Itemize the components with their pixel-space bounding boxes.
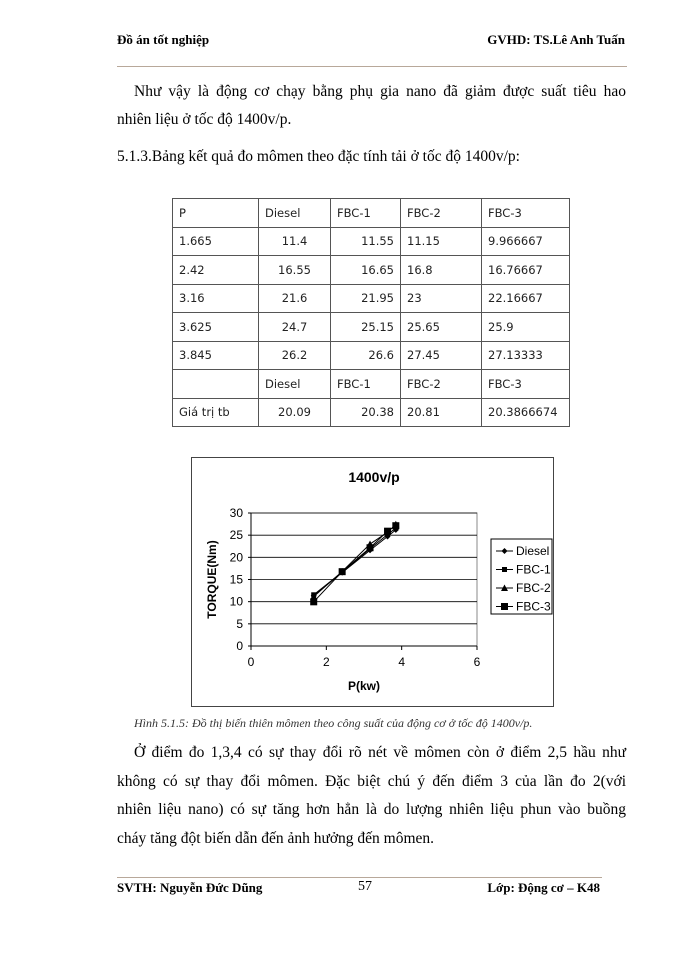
table-cell: P [172,198,259,228]
footer-right: Lớp: Động cơ – K48 [487,880,600,895]
table-cell: 25.9 [481,312,570,342]
intro-line-2: nhiên liệu ở tốc độ 1400v/p. [117,111,292,128]
body-line-3: nhiên liệu nano) có sự tăng hơn hẳn là d… [117,801,626,818]
table-cell: FBC-1 [330,369,401,399]
table-cell: 16.55 [258,255,331,285]
data-point-fbc-3 [392,522,400,530]
table-cell: 20.81 [400,397,482,427]
table-row: 3.625 24.7 25.15 25.65 25.9 [172,312,570,342]
table-cell: 3.16 [172,283,259,313]
table-cell: 16.8 [400,255,482,285]
table-cell: 23 [400,283,482,313]
legend-label: FBC-3 [516,600,551,614]
table-cell: 26.2 [258,340,331,370]
table-cell: Diesel [258,369,331,399]
table-row: Diesel FBC-1 FBC-2 FBC-3 [172,369,570,399]
legend-marker-icon [501,603,508,610]
table-cell: 11.15 [400,226,482,256]
table-cell: 22.16667 [481,283,570,313]
table-cell [172,369,259,399]
y-tick-label: 10 [230,595,244,609]
table-row: 3.16 21.6 21.95 23 22.16667 [172,283,570,313]
table-cell: 3.625 [172,312,259,342]
torque-chart: 1400v/p 0 5 10 15 20 25 30 0 2 4 6 P(kw) TORQUE(Nm) Di… [205,469,553,693]
legend-marker-icon [501,584,508,591]
x-tick-label: 4 [398,655,405,669]
table-cell: 1.665 [172,226,259,256]
table-cell: Diesel [258,198,331,228]
page-number: 57 [358,879,372,894]
table-row: 1.665 11.4 11.55 11.15 9.966667 [172,226,570,256]
footer-rule [117,877,602,878]
y-tick-label: 5 [236,617,243,631]
legend-label: FBC-2 [516,581,551,595]
x-axis-label: P(kw) [348,679,380,693]
intro-line-1: Như vậy là động cơ chạy bằng phụ gia nan… [134,83,626,100]
data-point-fbc-3 [366,544,374,552]
x-tick-label: 0 [248,655,255,669]
table-cell: 11.4 [258,226,331,256]
y-tick-label: 25 [230,528,244,542]
y-tick-label: 15 [230,573,244,587]
body-line-4: cháy tăng đột biến dẫn đến ảnh hưởng đến… [117,830,435,847]
x-tick-label: 6 [474,655,481,669]
table-cell: Giá trị tb [172,397,259,427]
table-cell: 20.3866674 [481,397,570,427]
section-heading: 5.1.3.Bảng kết quả đo mômen theo đặc tín… [117,148,520,165]
table-cell: 27.45 [400,340,482,370]
y-tick-label: 20 [230,550,244,564]
chart: 1400v/p 0 5 10 15 20 25 30 0 2 4 6 P(kw) TORQUE(Nm) Di… [191,457,554,707]
table-cell: FBC-3 [481,198,570,228]
legend-marker-icon [502,567,507,572]
table-cell: 11.55 [330,226,401,256]
data-point-fbc-3 [384,527,392,535]
table-cell: 26.6 [330,340,401,370]
table-cell: 20.09 [258,397,331,427]
table-cell: 25.65 [400,312,482,342]
table-cell: 9.966667 [481,226,570,256]
legend-label: FBC-1 [516,563,551,577]
table-row: 3.845 26.2 26.6 27.45 27.13333 [172,340,570,370]
table-cell: 20.38 [330,397,401,427]
table-cell: 21.6 [258,283,331,313]
table-cell: FBC-2 [400,369,482,399]
footer-left: SVTH: Nguyễn Đức Dũng [117,880,263,895]
data-point-fbc-3 [338,568,346,576]
table-cell: FBC-2 [400,198,482,228]
table-cell: FBC-3 [481,369,570,399]
table-cell: 21.95 [330,283,401,313]
y-tick-label: 30 [230,506,244,520]
table-cell: 24.7 [258,312,331,342]
table-cell: 2.42 [172,255,259,285]
table-cell: 16.65 [330,255,401,285]
x-tick-label: 2 [323,655,330,669]
table-cell: 25.15 [330,312,401,342]
header-left: Đồ án tốt nghiệp [117,32,210,47]
table-cell: 27.13333 [481,340,570,370]
table-cell: FBC-1 [330,198,401,228]
data-point-fbc-2 [310,593,318,600]
table-cell: 16.76667 [481,255,570,285]
y-axis-label: TORQUE(Nm) [205,540,219,618]
legend-marker-icon [501,548,508,554]
legend-label: Diesel [516,544,549,558]
table-row: Giá trị tb 20.09 20.38 20.81 20.3866674 [172,397,570,427]
body-line-2: không có sự thay đổi mômen. Đặc biệt chú… [117,773,626,790]
chart-title: 1400v/p [348,469,399,485]
header-right: GVHD: TS.Lê Anh Tuấn [487,32,625,47]
table-cell: 3.845 [172,340,259,370]
torque-table: P Diesel FBC-1 FBC-2 FBC-3 1.665 11.4 11.55 11.1… [172,198,570,427]
body-line-1: Ở điểm đo 1,3,4 có sự thay đổi rõ nét về… [134,744,626,761]
header-rule [117,66,627,67]
figure-caption: Hình 5.1.5: Đồ thị biến thiên mômen theo… [134,716,533,730]
y-tick-label: 0 [236,639,243,653]
data-point-fbc-3 [310,598,318,606]
table-row: 2.42 16.55 16.65 16.8 16.76667 [172,255,570,285]
table-row: P Diesel FBC-1 FBC-2 FBC-3 [172,198,570,228]
